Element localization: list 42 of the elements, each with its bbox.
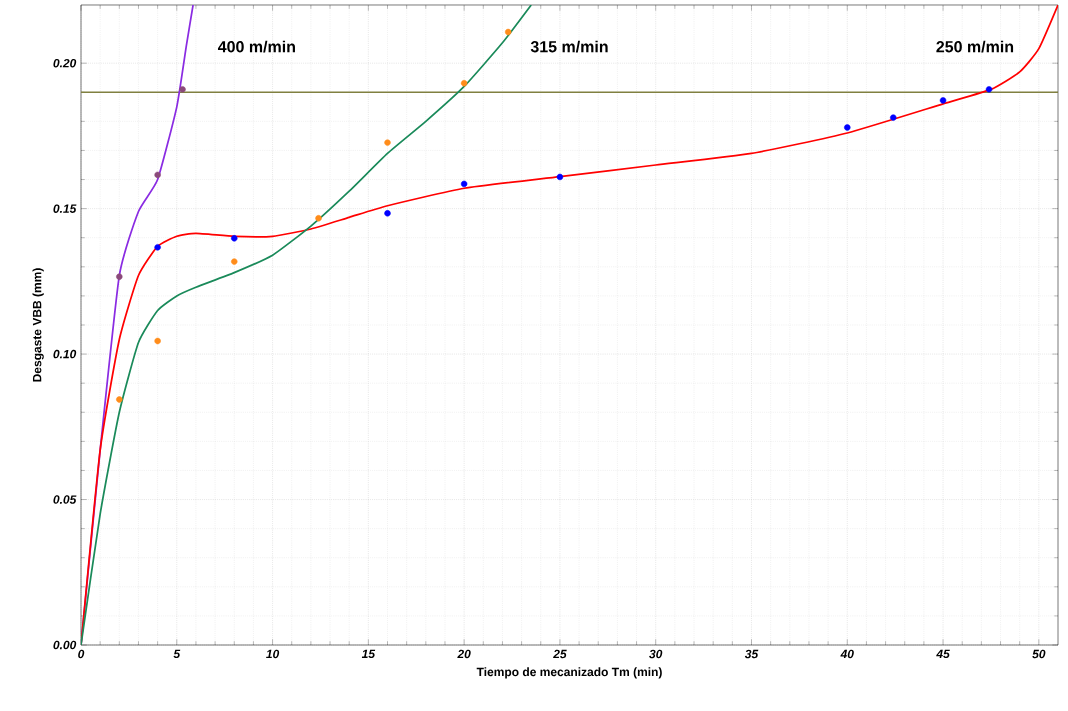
point <box>985 86 993 93</box>
point <box>460 180 468 188</box>
line-series <box>81 5 1058 645</box>
y-tick-label: 0.10 <box>53 349 77 359</box>
x-tick-label: 35 <box>744 649 759 659</box>
x-tick-label: 5 <box>173 649 181 659</box>
x-tick-label: 10 <box>266 649 280 659</box>
point <box>939 97 947 104</box>
point <box>231 258 238 265</box>
x-tick-label: 40 <box>840 649 854 659</box>
x-tick-label: 20 <box>457 649 471 659</box>
point <box>556 173 564 181</box>
x-tick-label: 30 <box>649 649 663 659</box>
annotation: 250 m/min <box>936 40 1014 53</box>
point <box>154 244 161 251</box>
x-tick-label: 15 <box>361 649 376 659</box>
point <box>231 235 238 242</box>
point <box>384 210 391 217</box>
point <box>154 337 161 345</box>
point <box>315 215 322 222</box>
x-tick-label: 45 <box>936 649 950 659</box>
annotation: 400 m/min <box>217 40 295 53</box>
point <box>890 114 897 121</box>
point <box>505 28 512 36</box>
x-tick-label: 0 <box>78 649 85 659</box>
y-tick-label: 0.00 <box>53 640 77 650</box>
y-tick-label: 0.15 <box>53 204 77 213</box>
x-tick-label: 50 <box>1032 649 1046 659</box>
y-tick-label: 0.05 <box>53 495 77 504</box>
point <box>384 139 391 146</box>
point <box>116 396 123 403</box>
x-axis-title: Tiempo de mecanizado Tm (min) <box>476 667 662 679</box>
point <box>844 124 851 131</box>
point <box>460 80 468 87</box>
line-series <box>81 5 533 645</box>
x-tick-label: 25 <box>553 649 567 659</box>
point <box>179 86 186 93</box>
point <box>154 171 161 179</box>
y-tick-label: 0.20 <box>53 58 77 68</box>
y-axis-title: Desgaste VBB (mm) <box>32 268 44 382</box>
annotation: 315 m/min <box>530 40 608 53</box>
point <box>116 273 123 280</box>
